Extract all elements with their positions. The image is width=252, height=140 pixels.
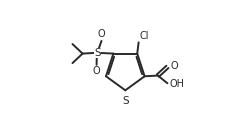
Text: OH: OH <box>170 79 185 89</box>
Text: O: O <box>98 29 106 39</box>
Text: S: S <box>94 48 101 58</box>
Text: O: O <box>92 66 100 76</box>
Text: O: O <box>170 61 178 71</box>
Text: S: S <box>123 96 129 106</box>
Text: Cl: Cl <box>140 31 149 41</box>
